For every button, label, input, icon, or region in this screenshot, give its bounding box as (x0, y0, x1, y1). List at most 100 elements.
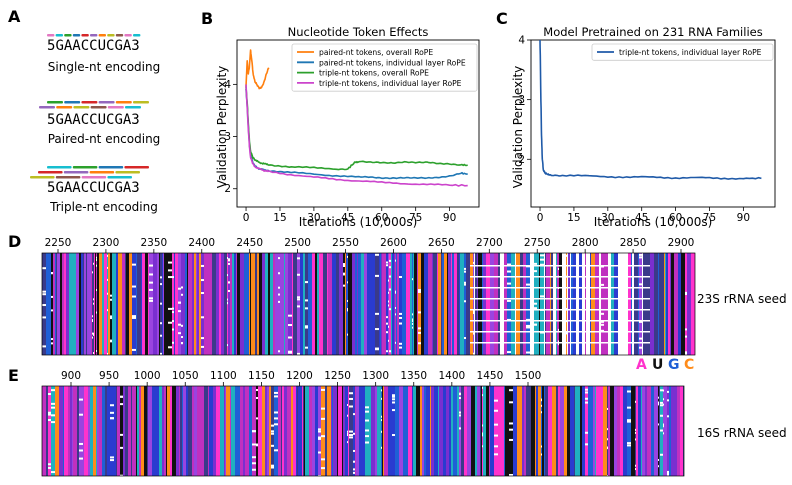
alignment-gap (526, 351, 530, 354)
alignment-gap (507, 263, 511, 266)
alignment-gap (526, 318, 530, 321)
alignment-gap (349, 405, 353, 408)
alignment-gap (256, 389, 258, 392)
x-tick-label: 0 (537, 212, 544, 224)
alignment-column (575, 386, 578, 476)
alignment-column (412, 253, 413, 355)
alignment-column (481, 386, 482, 476)
seq-suffix: 3 (131, 38, 139, 54)
alignment-gap (386, 264, 388, 267)
triple-nt-label: Triple-nt encoding (49, 200, 158, 214)
alignment-column (46, 253, 47, 355)
alignment-column (610, 386, 614, 476)
alignment-gap-row (470, 287, 650, 289)
alignment-gap (540, 331, 544, 334)
alignment-column (213, 386, 216, 476)
alignment-column (388, 253, 389, 355)
panel-label-e: E (8, 366, 19, 385)
alignment-column (515, 253, 516, 355)
alignment-gap (96, 311, 97, 314)
alignment-column (273, 253, 275, 355)
alignment-column (288, 386, 291, 476)
alignment-column (474, 253, 475, 355)
alignment-column (62, 253, 64, 355)
alignment-gap (321, 388, 325, 391)
alignment-gap (96, 349, 97, 352)
alignment-column (200, 386, 204, 476)
alignment-gap-row (470, 320, 650, 322)
alignment-column (141, 386, 144, 476)
alignment-column (323, 253, 327, 355)
alignment-gap (160, 302, 162, 305)
alignment-gap (172, 276, 174, 279)
seq-body: GAACCUCGA (55, 38, 131, 54)
alignment-gap (658, 403, 659, 406)
alignment-column (91, 253, 92, 355)
alignment-column (188, 253, 192, 355)
alignment-gap (51, 309, 53, 312)
alignment-column (442, 253, 444, 355)
alignment-gap (388, 304, 389, 307)
x-tick-label: 15 (567, 212, 580, 224)
alignment-gap (459, 414, 461, 417)
alignment-column (406, 253, 410, 355)
alignment-gap (168, 261, 172, 264)
alignment-gap (388, 279, 389, 282)
alignment-column (160, 386, 162, 476)
alignment-column (192, 386, 194, 476)
alignment-column (567, 253, 568, 355)
alignment-column (638, 386, 641, 476)
alignment-column (650, 253, 651, 355)
alignment-gap (288, 324, 292, 327)
alignment-gap (663, 403, 664, 406)
alignment-gap (621, 279, 625, 282)
alignment-gap (305, 326, 308, 329)
alignment-column (183, 253, 185, 355)
token-bar (125, 106, 141, 109)
alignment-gap (353, 471, 355, 474)
alignment-column (343, 386, 345, 476)
position-label: 2850 (620, 237, 647, 249)
alignment-gap (349, 436, 353, 439)
alignment-column (647, 386, 651, 476)
alignment-column (97, 386, 99, 476)
alignment-gap (658, 465, 659, 468)
alignment-gap (386, 350, 388, 353)
alignment-gap (660, 401, 663, 404)
alignment-gap (201, 337, 204, 340)
alignment-gap (297, 296, 300, 299)
alignment-gap (509, 422, 513, 425)
alignment-column (116, 253, 118, 355)
alignment-column (153, 253, 157, 355)
alignment-gap (685, 352, 687, 355)
alignment-gap (418, 290, 421, 293)
alignment-column (446, 386, 449, 476)
alignment-column (275, 253, 278, 355)
alignment-column (618, 253, 621, 355)
alignment-column (168, 253, 172, 355)
alignment-column (631, 253, 632, 355)
alignment-gap (107, 278, 108, 281)
alignment-column (216, 253, 219, 355)
alignment-column (236, 253, 237, 355)
alignment-column (444, 253, 447, 355)
alignment-column (259, 253, 262, 355)
alignment-column (84, 386, 88, 476)
alignment-column (291, 386, 293, 476)
alignment-gap (541, 445, 542, 448)
position-label: 2700 (476, 237, 503, 249)
alignment-column (163, 253, 164, 355)
token-bar (72, 34, 81, 37)
alignment-gap (685, 293, 687, 296)
alignment-gap (642, 263, 643, 266)
alignment-gap (412, 326, 413, 329)
alignment-column (375, 386, 377, 476)
alignment-column (237, 253, 240, 355)
alignment-column (59, 386, 63, 476)
alignment-column (269, 386, 271, 476)
token-bar (133, 34, 141, 37)
alignment-column (126, 253, 129, 355)
alignment-gap (639, 346, 642, 349)
position-label: 1150 (248, 370, 275, 382)
alignment-column (224, 253, 227, 355)
